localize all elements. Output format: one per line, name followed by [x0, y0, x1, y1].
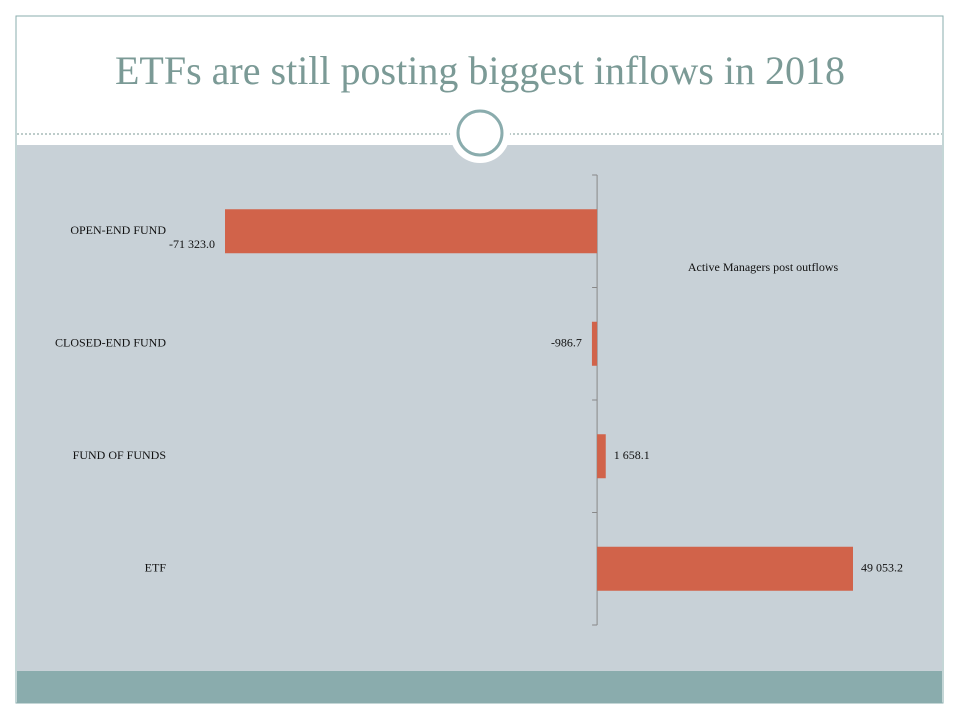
- category-label: OPEN-END FUND: [70, 223, 166, 237]
- category-label: ETF: [145, 561, 167, 575]
- category-label: CLOSED-END FUND: [55, 336, 166, 350]
- value-label: -986.7: [551, 336, 582, 350]
- footer-band: [17, 671, 942, 703]
- bar: [597, 434, 606, 479]
- divider-ring: [456, 109, 504, 157]
- value-label: -71 323.0: [169, 237, 215, 251]
- plot: OPEN-END FUND-71 323.0 CLOSED-END FUND -98…: [55, 174, 903, 626]
- annotation: Active Managers post outflows: [688, 260, 839, 274]
- value-label: 1 658.1: [614, 448, 650, 462]
- bar: [597, 546, 853, 591]
- category-label: FUND OF FUNDS: [73, 448, 166, 462]
- value-label: 49 053.2: [861, 561, 903, 575]
- bar: [225, 209, 598, 254]
- bar: [591, 321, 598, 366]
- chart-title: ETFs are still posting biggest inflows i…: [115, 48, 845, 93]
